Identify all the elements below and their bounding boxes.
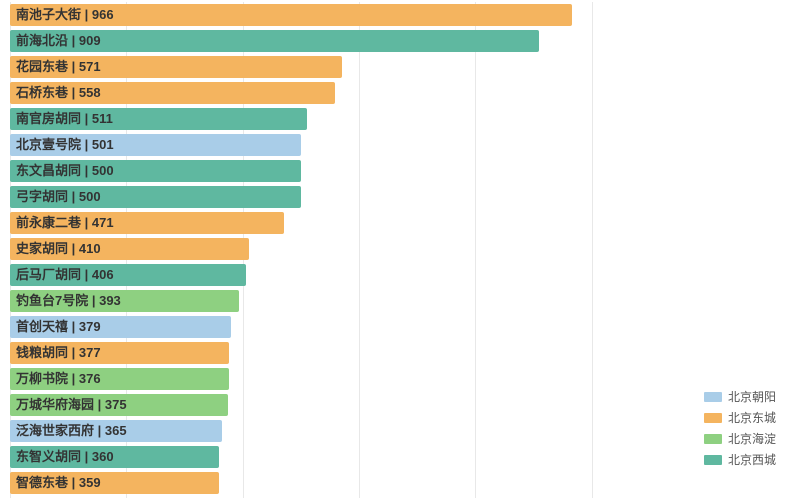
bar-label: 前海北沿 | 909 [16, 28, 101, 54]
bar-label: 南官房胡同 | 511 [16, 106, 113, 132]
bar-row: 史家胡同 | 410 [10, 236, 650, 262]
bar-row: 前海北沿 | 909 [10, 28, 650, 54]
bar-row: 智德东巷 | 359 [10, 470, 650, 496]
bar-row: 首创天禧 | 379 [10, 314, 650, 340]
bar-row: 万柳书院 | 376 [10, 366, 650, 392]
legend-swatch [704, 455, 722, 465]
bar-row: 东文昌胡同 | 500 [10, 158, 650, 184]
bar-label: 花园东巷 | 571 [16, 54, 101, 80]
legend-label: 北京西城 [728, 451, 776, 468]
bar-label: 史家胡同 | 410 [16, 236, 101, 262]
bar-row: 石桥东巷 | 558 [10, 80, 650, 106]
bar-row: 南池子大街 | 966 [10, 2, 650, 28]
bar-label: 后马厂胡同 | 406 [16, 262, 114, 288]
legend-label: 北京朝阳 [728, 388, 776, 405]
bar-row: 前永康二巷 | 471 [10, 210, 650, 236]
legend-item: 北京东城 [704, 409, 776, 426]
bar-label: 万柳书院 | 376 [16, 366, 101, 392]
bar-label: 东智义胡同 | 360 [16, 444, 114, 470]
bar-label: 北京壹号院 | 501 [16, 132, 114, 158]
bar-row: 东智义胡同 | 360 [10, 444, 650, 470]
bar-row: 泛海世家西府 | 365 [10, 418, 650, 444]
legend-item: 北京朝阳 [704, 388, 776, 405]
legend-item: 北京海淀 [704, 430, 776, 447]
bar-label: 弓字胡同 | 500 [16, 184, 101, 210]
bars-container: 南池子大街 | 966前海北沿 | 909花园东巷 | 571石桥东巷 | 55… [10, 2, 650, 496]
legend-swatch [704, 434, 722, 444]
bar-label: 钓鱼台7号院 | 393 [16, 288, 121, 314]
bar-label: 前永康二巷 | 471 [16, 210, 114, 236]
bar-row: 万城华府海园 | 375 [10, 392, 650, 418]
bar-label: 钱粮胡同 | 377 [16, 340, 101, 366]
legend-item: 北京西城 [704, 451, 776, 468]
bar-row: 后马厂胡同 | 406 [10, 262, 650, 288]
bar-row: 钱粮胡同 | 377 [10, 340, 650, 366]
bar-label: 智德东巷 | 359 [16, 470, 101, 496]
legend-label: 北京东城 [728, 409, 776, 426]
bar-row: 南官房胡同 | 511 [10, 106, 650, 132]
legend-swatch [704, 413, 722, 423]
bar-row: 钓鱼台7号院 | 393 [10, 288, 650, 314]
bar-label: 万城华府海园 | 375 [16, 392, 127, 418]
bar-label: 石桥东巷 | 558 [16, 80, 101, 106]
bar-label: 东文昌胡同 | 500 [16, 158, 114, 184]
bar-row: 花园东巷 | 571 [10, 54, 650, 80]
bar-chart: 南池子大街 | 966前海北沿 | 909花园东巷 | 571石桥东巷 | 55… [10, 2, 650, 498]
bar-row: 北京壹号院 | 501 [10, 132, 650, 158]
legend-label: 北京海淀 [728, 430, 776, 447]
legend-swatch [704, 392, 722, 402]
bar-row: 弓字胡同 | 500 [10, 184, 650, 210]
legend: 北京朝阳北京东城北京海淀北京西城 [704, 384, 776, 472]
bar-label: 首创天禧 | 379 [16, 314, 101, 340]
bar-label: 南池子大街 | 966 [16, 2, 114, 28]
bar-label: 泛海世家西府 | 365 [16, 418, 127, 444]
